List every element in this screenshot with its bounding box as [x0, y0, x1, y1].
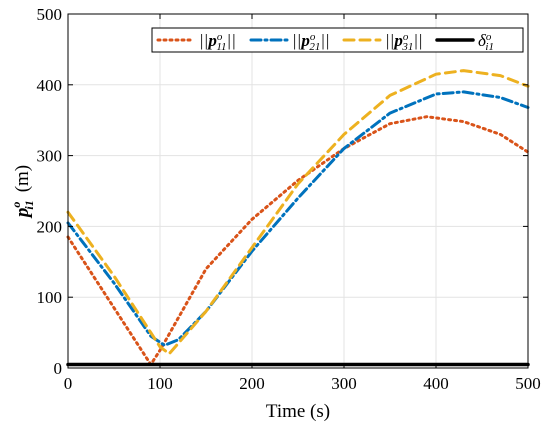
x-tick-label: 400 [423, 374, 449, 393]
series-lines [66, 69, 530, 367]
axis-ticks: 0 100 200 300 400 500 0 100 200 300 400 500 [37, 5, 541, 393]
y-tick-label: 200 [37, 217, 63, 236]
y-axis-title: poi1(m) [9, 165, 36, 219]
x-tick-label: 200 [239, 374, 265, 393]
x-axis-title: Time (s) [266, 401, 330, 422]
plot-frame [67, 13, 529, 369]
y-tick-label: 500 [37, 5, 63, 24]
legend-label: δo i1 [478, 31, 494, 53]
y-tick-label: 100 [37, 288, 63, 307]
series-line [66, 115, 530, 366]
y-tick-label: 0 [54, 359, 63, 378]
legend: ||po 11|| ||po 21|| ||po 31|| δo i1 [151, 27, 524, 53]
legend-label: ||po 31|| [385, 31, 423, 53]
x-tick-label: 100 [147, 374, 173, 393]
x-tick-label: 300 [331, 374, 357, 393]
x-tick-label: 500 [515, 374, 541, 393]
legend-label: ||po 21|| [292, 31, 330, 53]
x-tick-label: 0 [64, 374, 73, 393]
series-line [66, 90, 530, 347]
y-tick-label: 300 [37, 147, 63, 166]
series-line [66, 69, 530, 356]
legend-label: ||po 11|| [199, 31, 236, 53]
y-tick-label: 400 [37, 76, 63, 95]
